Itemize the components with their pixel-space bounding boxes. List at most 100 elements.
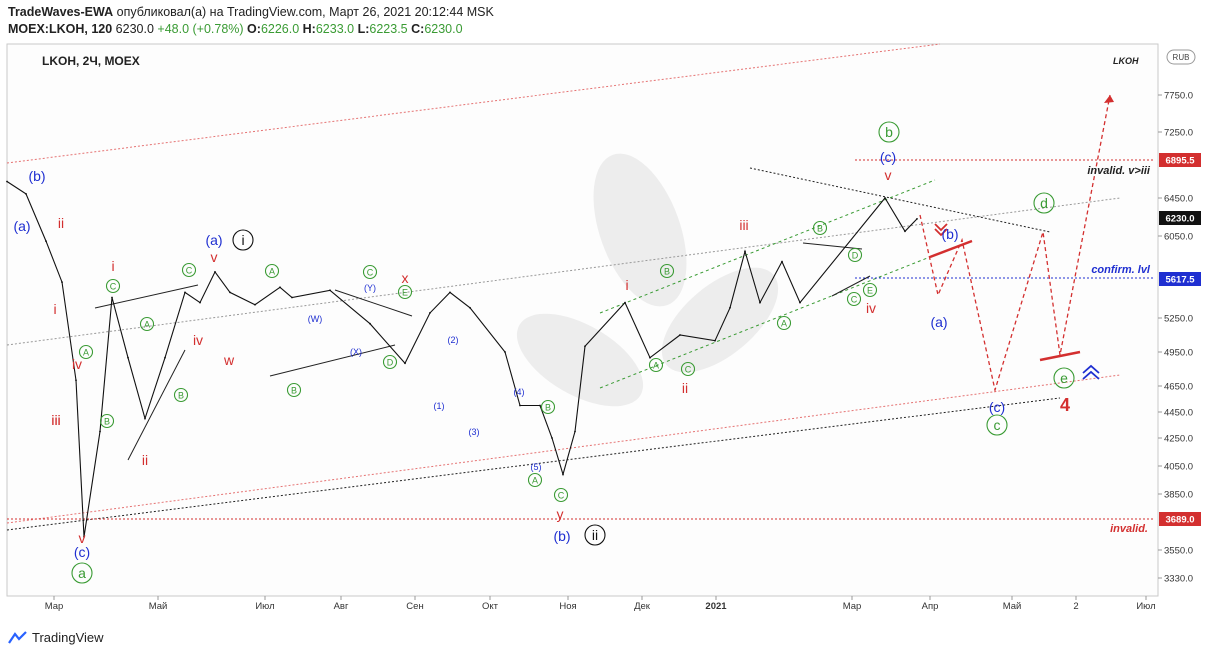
wave-label: (a)	[205, 232, 222, 248]
wave-label: A	[83, 348, 89, 358]
footer-brand[interactable]: TradingView	[32, 630, 104, 645]
y-tick-label: 4050.0	[1164, 462, 1193, 473]
open-label: O:	[247, 22, 261, 36]
y-tick-label: 4950.0	[1164, 348, 1193, 359]
invalid-top-label: invalid. v>iii	[1087, 165, 1151, 177]
close-label: C:	[411, 22, 425, 36]
price-point	[884, 197, 886, 199]
x-tick-label: Окт	[482, 601, 499, 612]
wave-label: c	[994, 417, 1001, 433]
confirm-label: confirm. lvl	[1091, 264, 1151, 276]
y-tick-label: 5250.0	[1164, 314, 1193, 325]
upper-channel-line	[6, 43, 941, 164]
projection-arrow-icon	[1104, 95, 1114, 103]
y-tick-label: 7750.0	[1164, 91, 1193, 102]
red-bar-1	[929, 239, 973, 259]
tradingview-logo-icon[interactable]	[8, 630, 28, 645]
open-value: 6226.0	[260, 22, 300, 36]
up-chevron-icon	[1082, 364, 1100, 374]
wave-label: B	[545, 403, 551, 413]
wave-label-circle	[776, 315, 792, 331]
wave-label: A	[653, 361, 659, 371]
wave-label-circle	[1053, 367, 1075, 389]
wave-label: iv	[72, 356, 82, 372]
wave-label: ii	[592, 527, 598, 543]
wave-label-circle	[878, 121, 900, 143]
triangle-line-5	[802, 242, 863, 250]
y-tick-label: 4650.0	[1164, 382, 1193, 393]
wave-label: (2)	[448, 335, 459, 345]
price-point	[679, 334, 681, 336]
price-point	[25, 193, 27, 195]
y-tick-label: 3550.0	[1164, 546, 1193, 557]
price-point	[449, 291, 451, 294]
wave-label-circle	[105, 278, 121, 294]
wave-label: i	[241, 232, 244, 248]
wave-label: A	[532, 476, 538, 486]
wave-label-circle	[680, 361, 696, 377]
wave-label-circle	[173, 387, 189, 403]
price-tag-label: 5617.5	[1165, 275, 1195, 286]
wave-label: C	[685, 365, 692, 375]
triangle-line-1	[94, 284, 199, 309]
high-value: 6233.0	[315, 22, 355, 36]
publisher-name[interactable]: TradeWaves-EWA	[8, 5, 114, 19]
wave-label-circle	[986, 414, 1008, 436]
y-tick-label: 3850.0	[1164, 490, 1193, 501]
base-trendline	[6, 397, 1061, 531]
lower-channel-line	[6, 374, 1121, 524]
price-axis[interactable]: 7750.0 7250.0 6450.0 6050.0 5250.0 4950.0 4650…	[1158, 91, 1193, 585]
wave-label-circle	[99, 413, 115, 429]
y-tick-label: 7250.0	[1164, 128, 1193, 139]
symbol-info: MOEX:LKOH, 120 6230.0 +48.0 (+0.78%) O:6…	[8, 22, 463, 36]
wave-label: C	[558, 491, 565, 501]
y-tick-label: 4250.0	[1164, 434, 1193, 445]
currency-badge[interactable]	[1166, 49, 1196, 65]
price-tag-label: 6895.5	[1165, 156, 1195, 167]
price-point	[504, 351, 506, 353]
price-tag-label: 3689.0	[1165, 515, 1194, 526]
wave-label: (a)	[13, 218, 30, 234]
wave-label: iii	[739, 217, 748, 233]
wave-label-circle	[812, 220, 828, 236]
price-tag-bg	[1159, 211, 1201, 225]
wave-label: (b)	[28, 168, 45, 184]
price-tags: 6895.5 6230.0 5617.5 3689.0	[1159, 153, 1201, 526]
x-tick-label: Май	[1003, 601, 1022, 612]
wave-label: (c)	[74, 544, 90, 560]
wave-label: (Y)	[364, 283, 376, 293]
wave-label: iv	[866, 300, 876, 316]
price-point	[369, 322, 371, 325]
price-point	[83, 536, 85, 538]
price-tag-bg	[1159, 512, 1201, 526]
triangle-line-3	[269, 344, 396, 377]
wave-label-circle	[181, 262, 197, 278]
time-axis[interactable]: Мар Май Июл Авг Сен Окт Ноя Дек 2021 Мар Апр Май 2 Ию…	[45, 596, 1156, 612]
wave-label: i	[111, 258, 114, 274]
price-tag-bg	[1159, 272, 1201, 286]
price-point	[916, 218, 918, 220]
price-point	[519, 404, 521, 407]
price-point	[624, 301, 626, 304]
wave-label: ii	[142, 452, 148, 468]
wave-label-circle	[71, 562, 93, 584]
wave-label: (X)	[350, 347, 362, 357]
price-point	[759, 301, 761, 304]
up-chevron-icon	[1082, 370, 1100, 380]
wave-label: 4	[1060, 395, 1070, 415]
wave-label: B	[664, 267, 670, 277]
wave-label: (c)	[880, 149, 896, 165]
price-point	[584, 345, 586, 348]
price-point	[404, 362, 406, 365]
wave-label: w	[223, 352, 235, 368]
price-point	[45, 240, 47, 243]
price-point	[111, 296, 113, 299]
wave-label: E	[402, 288, 408, 298]
wave-label-circle	[286, 382, 302, 398]
wave-label: (a)	[930, 314, 947, 330]
wave-label-circle	[659, 263, 675, 279]
x-tick-label: Мар	[843, 601, 862, 612]
plot-area[interactable]	[6, 43, 1159, 597]
